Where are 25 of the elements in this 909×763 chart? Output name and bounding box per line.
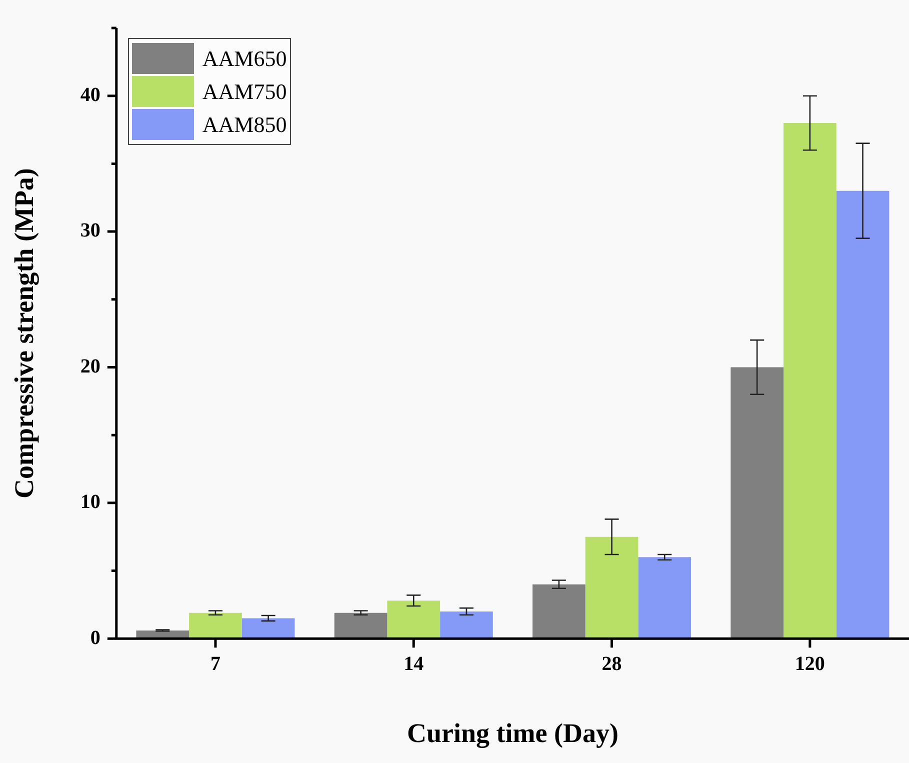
bar bbox=[730, 367, 784, 639]
bar bbox=[189, 612, 242, 639]
bar bbox=[638, 557, 692, 639]
bar bbox=[532, 584, 586, 639]
bar bbox=[387, 600, 440, 639]
legend-label: AAM750 bbox=[202, 78, 287, 104]
x-tick-label: 28 bbox=[602, 652, 622, 675]
x-tick-label: 7 bbox=[210, 652, 220, 675]
bar bbox=[242, 618, 295, 639]
legend-label: AAM650 bbox=[202, 46, 287, 72]
y-tick-label: 30 bbox=[80, 220, 100, 242]
y-tick-label: 10 bbox=[80, 491, 100, 514]
bar bbox=[585, 536, 638, 639]
y-tick-label: 0 bbox=[90, 626, 100, 649]
x-axis-title: Curing time (Day) bbox=[406, 718, 618, 748]
legend-label: AAM850 bbox=[202, 112, 287, 138]
x-tick-label: 14 bbox=[404, 652, 424, 675]
x-tick-label: 120 bbox=[794, 652, 825, 675]
y-tick-label: 40 bbox=[80, 84, 100, 106]
bar bbox=[334, 612, 388, 639]
bar bbox=[784, 122, 836, 639]
y-axis-title: Compressive strength (MPa) bbox=[9, 168, 40, 499]
y-tick-label: 20 bbox=[80, 355, 100, 378]
bar bbox=[440, 611, 493, 639]
bar bbox=[836, 190, 890, 639]
